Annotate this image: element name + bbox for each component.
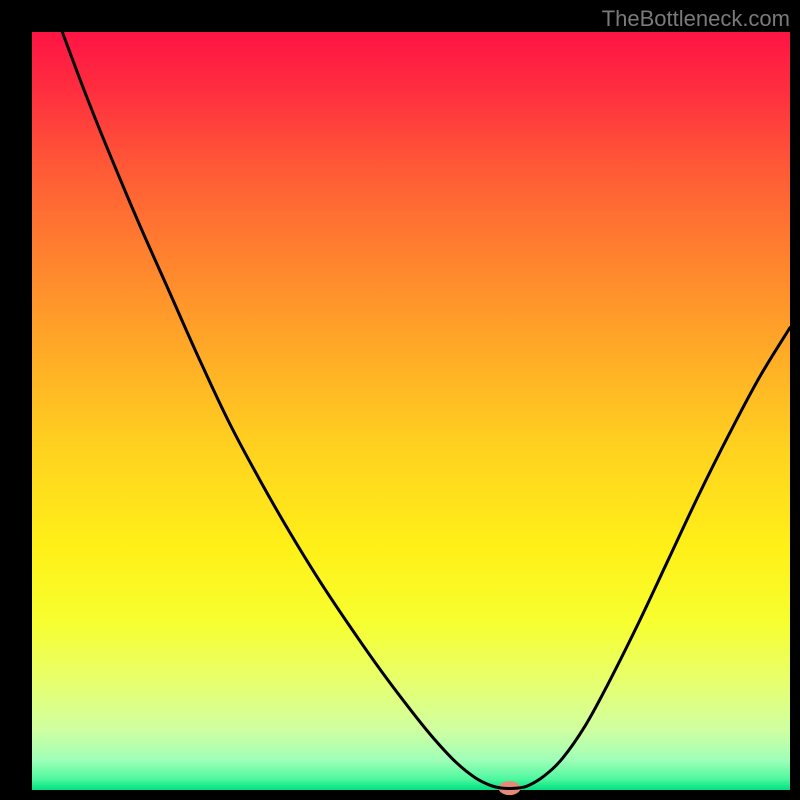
curve-layer <box>32 32 790 790</box>
watermark-text: TheBottleneck.com <box>602 6 790 32</box>
bottleneck-curve <box>62 32 790 788</box>
bottleneck-chart: TheBottleneck.com <box>0 0 800 800</box>
plot-area <box>32 32 790 790</box>
